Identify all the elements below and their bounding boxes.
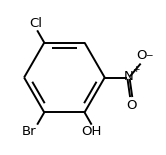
Text: OH: OH <box>82 125 102 138</box>
Text: +: + <box>132 65 140 74</box>
Text: −: − <box>145 51 153 60</box>
Text: O: O <box>137 49 147 62</box>
Text: O: O <box>126 99 136 112</box>
Text: N: N <box>124 70 134 83</box>
Text: Br: Br <box>21 125 36 138</box>
Text: Cl: Cl <box>30 17 43 30</box>
